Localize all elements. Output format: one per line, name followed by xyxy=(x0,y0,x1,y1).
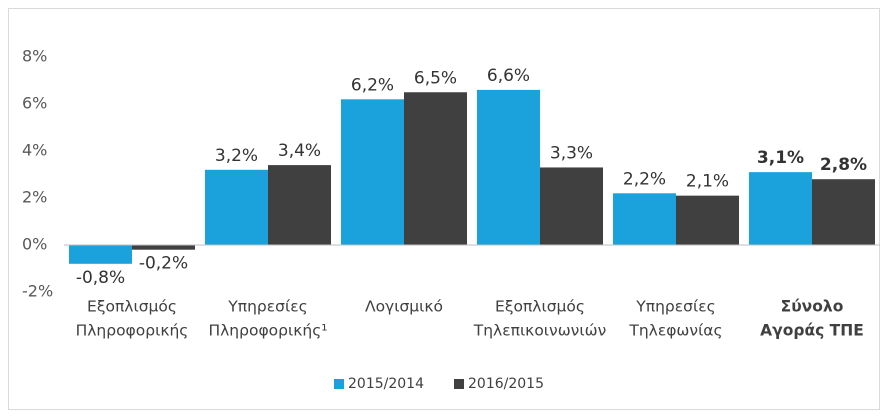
legend-label: 2016/2015 xyxy=(468,376,544,392)
bar xyxy=(613,193,676,245)
value-label: 2,8% xyxy=(820,155,867,175)
y-tick-label: -2% xyxy=(22,282,53,301)
bar xyxy=(404,92,467,245)
x-tick-label: Πληροφορικής xyxy=(76,322,189,340)
y-tick-label: 0% xyxy=(22,235,47,254)
x-tick-label: Πληροφορικής¹ xyxy=(208,322,327,340)
y-tick-label: 8% xyxy=(22,47,47,66)
value-label: 2,1% xyxy=(686,172,729,192)
legend-swatch xyxy=(454,379,464,389)
value-label: -0,2% xyxy=(139,254,188,274)
bar xyxy=(749,172,812,245)
bar xyxy=(477,89,540,246)
x-tick-label: Εξοπλισμός xyxy=(495,298,585,316)
bar xyxy=(812,179,875,245)
y-tick-label: 6% xyxy=(22,94,47,113)
value-label: 6,5% xyxy=(414,68,457,88)
value-label: 6,6% xyxy=(487,66,530,86)
x-tick-label: Υπηρεσίες xyxy=(227,298,307,316)
bar xyxy=(69,245,132,264)
value-label: 2,2% xyxy=(623,169,666,189)
bar xyxy=(540,167,603,245)
value-label: 3,2% xyxy=(215,146,258,166)
bar xyxy=(205,169,268,245)
bar xyxy=(341,99,404,245)
x-tick-label: Λογισμικό xyxy=(365,298,443,316)
value-label: 3,1% xyxy=(757,148,804,168)
y-tick-label: 4% xyxy=(22,141,47,160)
x-tick-label: Τηλεφωνίας xyxy=(628,322,722,340)
bar xyxy=(676,195,739,245)
value-label: 6,2% xyxy=(351,75,394,95)
x-tick-label: Τηλεπικοινωνιών xyxy=(473,322,606,340)
legend-swatch xyxy=(334,379,344,389)
bar xyxy=(268,165,331,245)
legend-label: 2015/2014 xyxy=(348,376,424,392)
value-label: -0,8% xyxy=(76,268,125,288)
x-tick-label: Σύνολο xyxy=(781,298,844,316)
bar xyxy=(132,245,195,250)
x-tick-label: Εξοπλισμός xyxy=(87,298,177,316)
x-tick-label: Αγοράς ΤΠΕ xyxy=(760,322,864,340)
y-tick-label: 2% xyxy=(22,188,47,207)
value-label: 3,4% xyxy=(278,141,321,161)
value-label: 3,3% xyxy=(550,143,593,163)
chart-border xyxy=(8,8,880,410)
x-tick-label: Υπηρεσίες xyxy=(635,298,715,316)
